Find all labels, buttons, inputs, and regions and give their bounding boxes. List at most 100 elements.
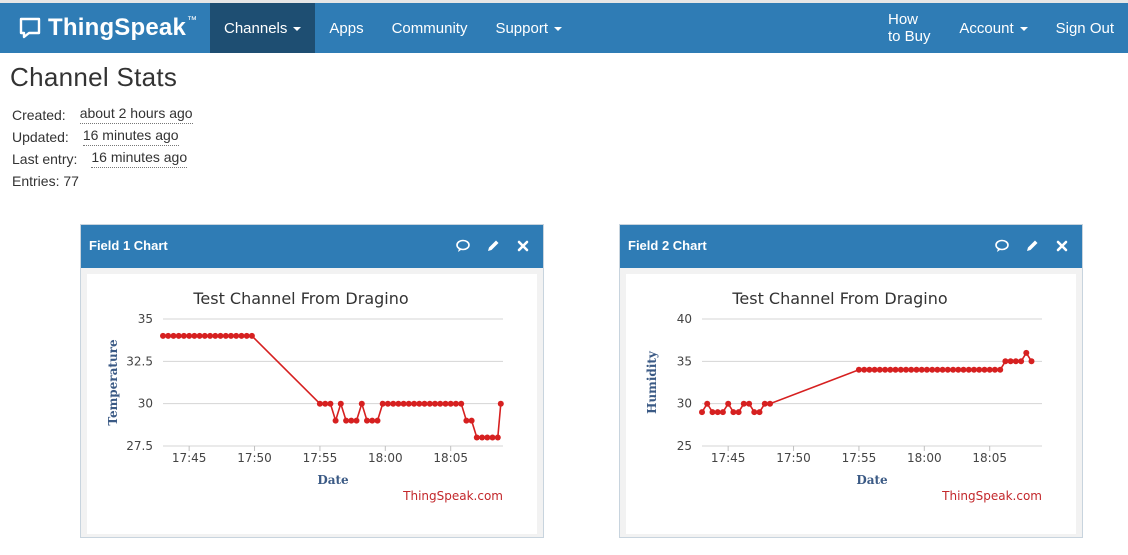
panel-title: Field 2 Chart [628,238,707,253]
nav-apps[interactable]: Apps [329,19,364,37]
data-point [348,417,355,424]
data-point [452,400,459,407]
y-tick-label: 40 [677,312,692,326]
data-point [243,332,250,339]
y-tick-label: 32.5 [126,354,153,368]
nav-support[interactable]: Support [481,3,576,53]
data-point [369,417,376,424]
data-point [861,366,868,373]
x-axis-title: Date [856,473,888,487]
data-point [866,366,873,373]
x-tick-label: 18:05 [972,451,1007,465]
comment-icon[interactable] [455,238,471,254]
last-entry-value: 16 minutes ago [91,148,188,168]
data-point [704,400,711,407]
nav-account[interactable]: Account [945,3,1041,53]
data-point [390,400,397,407]
data-point [497,400,504,407]
data-point [751,409,758,416]
data-point [207,332,214,339]
top-navbar: ThingSpeak ™ Channels Apps Community Supp… [0,0,1128,53]
data-point [468,417,475,424]
data-point [918,366,925,373]
data-point [186,332,193,339]
data-point [426,400,433,407]
data-point [971,366,977,373]
data-point [353,417,360,424]
data-point [756,409,763,416]
data-point [437,400,444,407]
data-point [364,417,370,424]
data-point [196,332,203,339]
pencil-icon[interactable] [485,238,501,254]
data-point [991,366,998,373]
data-point [248,332,255,339]
nav-right: How to Buy Account Sign Out [874,3,1128,53]
created-value: about 2 hours ago [79,104,193,124]
nav-channels[interactable]: Channels [210,3,316,53]
data-point [892,366,899,373]
comment-icon[interactable] [994,238,1010,254]
data-point [761,400,768,407]
data-point [1018,358,1025,365]
data-point [463,417,470,424]
data-point [1028,358,1035,365]
data-point [191,332,198,339]
data-point [374,417,381,424]
nav-sign-out[interactable]: Sign Out [1055,19,1114,37]
close-icon[interactable] [1054,238,1070,254]
y-axis-title: Temperature [106,339,120,426]
page-title: Channel Stats [10,62,178,92]
data-point [400,400,407,407]
chart-area: Test Channel From Dragino 25 30 35 40 17:45 17… [626,274,1076,534]
field-1-line-chart: Test Channel From Dragino 27.5 30 32.5 35 17:… [106,289,504,503]
panel-header: Field 1 Chart [81,225,543,268]
thingspeak-logo[interactable]: ThingSpeak ™ [18,12,197,44]
data-point [405,400,412,407]
data-point [960,366,967,373]
data-point [327,400,334,407]
data-point [332,417,339,424]
x-tick-label: 17:50 [776,451,811,465]
data-point [950,366,957,373]
data-point [719,409,726,416]
data-point [358,400,365,407]
data-point [316,400,323,407]
data-point [725,400,732,407]
data-point [442,400,449,407]
data-point [494,434,501,441]
close-icon[interactable] [515,238,531,254]
x-tick-label: 17:55 [842,451,877,465]
data-point [903,366,909,373]
updated-value: 16 minutes ago [82,126,179,146]
y-tick-label: 35 [138,312,153,326]
nav-left: Channels Apps Community Support [210,3,576,53]
data-point [395,400,402,407]
data-point [746,400,753,407]
data-point [170,332,177,339]
x-axis-title: Date [317,473,349,487]
field-1-chart-panel: Field 1 Chart Test Channel From Dragino 2… [80,224,544,538]
data-point [1007,358,1014,365]
y-axis-title: Humidity [645,350,659,414]
x-tick-label: 18:00 [368,451,403,465]
data-point [709,409,716,416]
data-point [217,332,224,339]
data-point [458,400,465,407]
pencil-icon[interactable] [1024,238,1040,254]
data-point [212,332,219,339]
data-point [421,400,428,407]
nav-community[interactable]: Community [391,19,468,37]
data-point [714,409,721,416]
data-point [981,366,988,373]
nav-how-to-buy[interactable]: How to Buy [888,11,931,45]
data-point [939,366,946,373]
field-2-line-chart: Test Channel From Dragino 25 30 35 40 17:45 17… [645,289,1042,503]
created-label: Created: [12,107,66,123]
data-point [233,332,240,339]
data-point [1023,349,1030,356]
data-point [379,400,386,407]
data-point [908,366,915,373]
x-tick-label: 17:50 [237,451,272,465]
data-point [965,366,972,373]
